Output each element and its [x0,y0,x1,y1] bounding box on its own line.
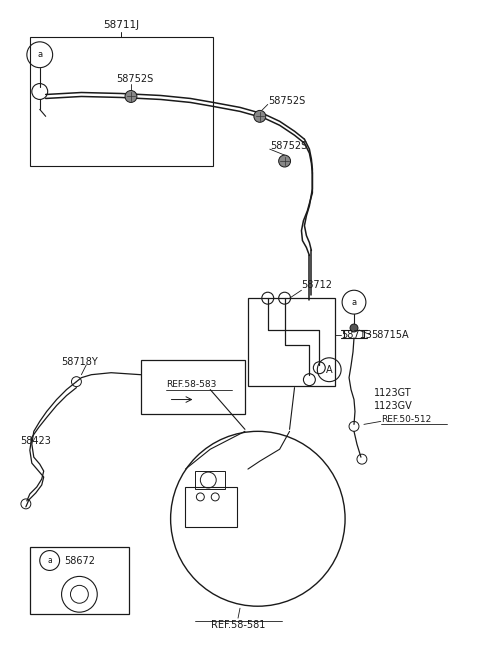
Text: REF.50-512: REF.50-512 [381,415,431,424]
Text: 58712: 58712 [301,280,333,290]
Bar [30,37,213,166]
Text: 58423: 58423 [20,436,51,446]
Circle shape [350,324,358,332]
Text: 58713: 58713 [341,330,372,340]
Bar [195,471,225,489]
Circle shape [279,155,290,167]
Bar [30,546,129,614]
Text: 58752S: 58752S [116,73,153,84]
Text: a: a [48,556,52,565]
Text: REF.58-581: REF.58-581 [211,620,265,630]
Text: 58752S: 58752S [268,96,305,106]
Text: REF.58-583: REF.58-583 [166,380,216,389]
Text: A: A [326,365,333,375]
Bar [248,298,335,386]
Text: 58672: 58672 [64,555,96,565]
Circle shape [254,111,266,122]
Text: 58715A: 58715A [371,330,408,340]
Text: a: a [351,297,357,307]
Text: 58718Y: 58718Y [61,357,98,367]
Text: 58752S: 58752S [270,141,307,151]
Text: 1123GT: 1123GT [374,388,411,398]
Text: 1123GV: 1123GV [374,400,413,411]
Circle shape [125,90,137,102]
Text: 58711J: 58711J [103,20,139,30]
Bar [141,360,245,415]
Text: a: a [37,50,42,59]
Bar [185,487,237,527]
